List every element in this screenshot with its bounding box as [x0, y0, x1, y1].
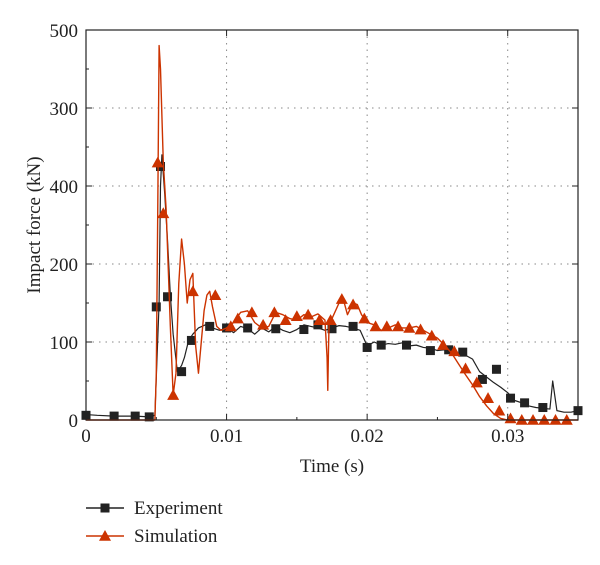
simulation-marker: [347, 298, 360, 310]
simulation-marker: [414, 323, 427, 335]
simulation-marker: [257, 318, 270, 330]
experiment-marker: [425, 346, 435, 356]
simulation-marker: [358, 312, 371, 324]
simulation-marker: [167, 389, 180, 400]
x-tick-label: 0.03: [491, 426, 524, 447]
simulation-marker: [157, 207, 170, 219]
x-axis-label: Time (s): [300, 456, 364, 477]
legend: Experiment Simulation: [86, 498, 223, 547]
simulation-marker: [459, 362, 472, 374]
simulation-marker: [369, 320, 382, 332]
experiment-marker: [506, 393, 516, 403]
experiment-marker: [130, 411, 140, 421]
legend-experiment-marker: [100, 503, 110, 513]
simulation-marker: [448, 345, 461, 357]
simulation-marker: [151, 156, 164, 168]
simulation-marker: [209, 289, 222, 300]
experiment-marker: [477, 374, 487, 384]
x-tick-label: 0.01: [210, 426, 243, 447]
simulation-marker: [290, 310, 303, 322]
simulation-marker: [493, 404, 506, 416]
series-group: [81, 44, 583, 425]
simulation-marker: [380, 320, 393, 332]
experiment-marker: [376, 340, 386, 350]
y-tick-label: 400: [50, 177, 79, 198]
simulation-marker: [482, 392, 495, 403]
experiment-marker: [327, 324, 337, 334]
experiment-marker: [491, 364, 501, 374]
y-tick-label: 200: [50, 255, 79, 276]
experiment-line: [85, 154, 579, 418]
simulation-marker: [231, 312, 244, 324]
experiment-marker: [299, 325, 309, 335]
experiment-marker: [538, 403, 548, 413]
simulation-marker: [224, 320, 237, 332]
simulation-marker: [279, 314, 292, 325]
experiment-marker: [163, 292, 173, 302]
simulation-marker: [504, 412, 517, 424]
experiment-marker: [109, 411, 119, 421]
simulation-marker: [437, 339, 450, 350]
simulation-marker: [186, 285, 199, 297]
experiment-marker: [362, 342, 372, 352]
simulation-marker: [425, 329, 438, 341]
experiment-marker: [144, 412, 154, 422]
simulation-marker: [268, 306, 281, 318]
grid-lines: [86, 30, 578, 420]
simulation-marker: [302, 308, 315, 320]
experiment-marker: [243, 323, 253, 333]
experiment-marker: [520, 398, 530, 408]
y-tick-label: 500: [50, 21, 79, 42]
y-tick-label: 100: [50, 333, 79, 354]
simulation-marker: [335, 293, 348, 304]
legend-experiment-label: Experiment: [134, 498, 223, 519]
experiment-marker: [271, 324, 281, 334]
simulation-marker: [403, 321, 416, 333]
experiment-marker: [186, 335, 196, 345]
y-tick-label: 0: [69, 411, 79, 432]
simulation-marker: [313, 314, 326, 325]
legend-simulation-marker: [99, 530, 111, 541]
simulation-marker: [324, 314, 337, 325]
experiment-marker: [402, 340, 412, 350]
axis-ticks: 0 0.01 0.02 0.03 500 300 400 200 100 0: [50, 21, 578, 447]
x-tick-label: 0.02: [351, 426, 384, 447]
simulation-marker: [392, 320, 405, 332]
simulation-marker: [245, 306, 258, 318]
y-tick-label: 300: [50, 99, 79, 120]
x-tick-label: 0: [81, 426, 91, 447]
y-axis-label: Impact force (kN): [24, 156, 45, 293]
experiment-marker: [205, 321, 215, 331]
legend-simulation-label: Simulation: [134, 526, 218, 547]
simulation-line: [86, 44, 578, 421]
experiment-marker: [348, 321, 358, 331]
experiment-marker: [458, 347, 468, 357]
simulation-marker: [470, 376, 483, 388]
experiment-marker: [177, 367, 187, 377]
